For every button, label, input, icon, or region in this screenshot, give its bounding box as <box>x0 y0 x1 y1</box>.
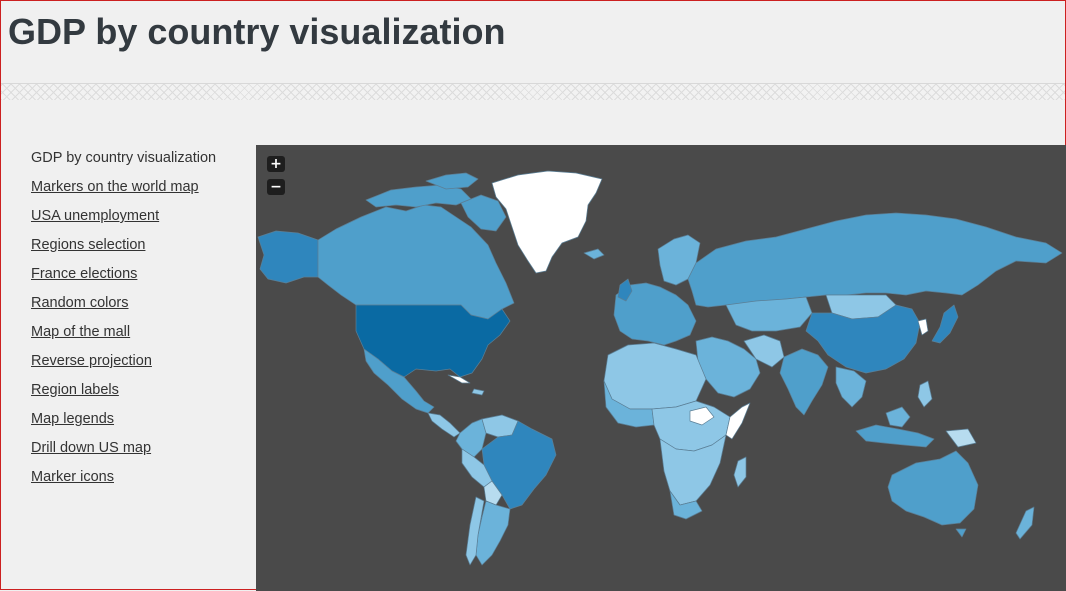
region-uk[interactable] <box>617 278 633 302</box>
region-philippines[interactable] <box>917 380 933 408</box>
region-greenland[interactable] <box>491 170 603 274</box>
sidebar-item-marker-icons[interactable]: Marker icons <box>31 469 114 485</box>
region-mexico[interactable] <box>363 348 435 414</box>
region-southeast-asia[interactable] <box>835 366 867 408</box>
region-alaska[interactable] <box>257 230 319 284</box>
region-kazakhstan[interactable] <box>725 296 813 332</box>
page-title: GDP by country visualization <box>8 11 506 52</box>
region-australia[interactable] <box>887 450 979 526</box>
region-madagascar[interactable] <box>733 456 747 488</box>
region-iceland[interactable] <box>583 248 605 260</box>
region-chile[interactable] <box>465 496 485 566</box>
region-central-america[interactable] <box>427 412 461 438</box>
header-pattern-divider <box>1 83 1065 100</box>
region-russia[interactable] <box>687 212 1063 308</box>
region-india[interactable] <box>779 348 829 416</box>
region-new-zealand[interactable] <box>1015 506 1035 540</box>
zoom-in-button[interactable]: + <box>267 156 285 172</box>
region-tasmania[interactable] <box>955 528 967 538</box>
world-map-container[interactable]: + − <box>256 145 1066 591</box>
sidebar-nav: GDP by country visualization Markers on … <box>31 144 246 492</box>
region-bolivia[interactable] <box>483 480 503 506</box>
sidebar-item-france-elections[interactable]: France elections <box>31 266 138 282</box>
page-header: GDP by country visualization <box>1 1 1065 83</box>
region-borneo[interactable] <box>885 406 911 428</box>
sidebar-item-drill-down-us-map[interactable]: Drill down US map <box>31 440 152 456</box>
sidebar-item-gdp-by-country: GDP by country visualization <box>31 150 217 166</box>
region-colombia[interactable] <box>455 418 487 458</box>
sidebar-item-region-labels[interactable]: Region labels <box>31 382 119 398</box>
region-cuba[interactable] <box>447 374 471 384</box>
region-caribbean[interactable] <box>471 388 485 396</box>
region-canada[interactable] <box>317 204 515 320</box>
sidebar-item-regions-selection[interactable]: Regions selection <box>31 237 146 253</box>
region-indonesia[interactable] <box>855 424 935 448</box>
sidebar-item-map-legends[interactable]: Map legends <box>31 411 115 427</box>
region-ellesmere-island[interactable] <box>425 172 479 190</box>
region-somalia[interactable] <box>725 402 751 440</box>
region-china[interactable] <box>805 304 921 374</box>
region-europe[interactable] <box>613 282 697 346</box>
sidebar-item-random-colors[interactable]: Random colors <box>31 295 129 311</box>
sidebar-item-usa-unemployment[interactable]: USA unemployment <box>31 208 160 224</box>
world-map[interactable] <box>256 145 1066 591</box>
region-southern-africa[interactable] <box>659 434 727 506</box>
zoom-out-button[interactable]: − <box>267 179 285 195</box>
sidebar-item-markers-world-map[interactable]: Markers on the world map <box>31 179 199 195</box>
region-north-africa[interactable] <box>603 342 707 410</box>
region-japan[interactable] <box>931 304 959 344</box>
region-south-africa[interactable] <box>669 490 703 520</box>
region-korea[interactable] <box>917 318 929 336</box>
region-south-sudan[interactable] <box>689 406 715 426</box>
sidebar-item-map-of-the-mall[interactable]: Map of the mall <box>31 324 131 340</box>
region-baffin-island[interactable] <box>460 194 507 232</box>
region-papua[interactable] <box>945 428 977 448</box>
sidebar-item-reverse-projection[interactable]: Reverse projection <box>31 353 152 369</box>
